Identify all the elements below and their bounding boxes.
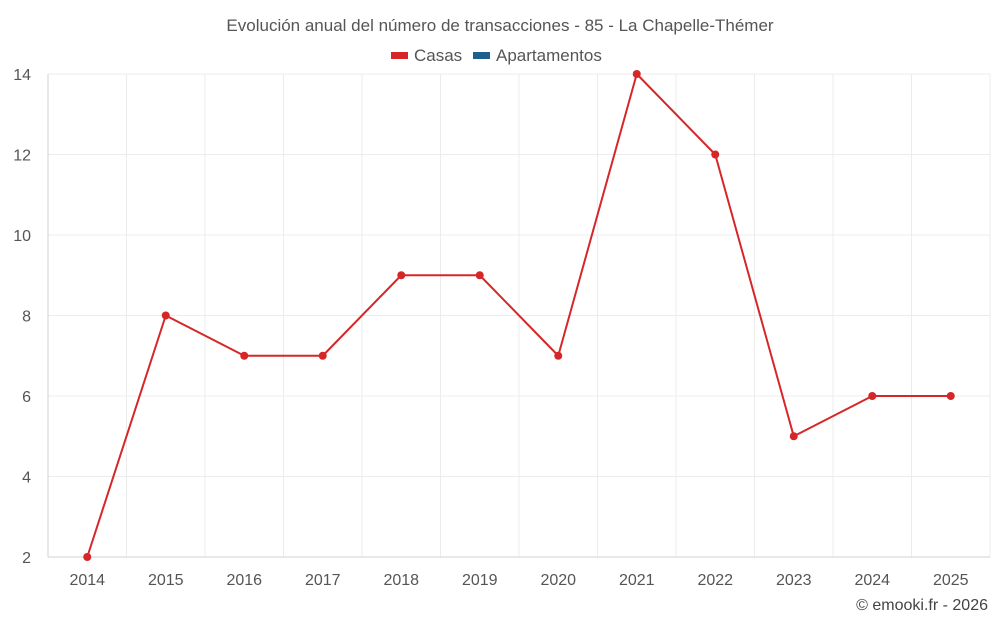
x-tick-label: 2021 (619, 572, 655, 589)
x-tick-label: 2015 (148, 572, 184, 589)
x-tick-label: 2025 (933, 572, 969, 589)
legend-label-casas[interactable]: Casas (414, 46, 462, 65)
y-tick-label: 8 (22, 309, 31, 326)
y-tick-label: 2 (22, 550, 31, 567)
data-point (318, 351, 327, 360)
x-tick-label: 2017 (305, 572, 341, 589)
data-point (789, 432, 798, 441)
y-tick-label: 10 (13, 228, 31, 245)
data-point (632, 70, 641, 78)
x-tick-label: 2023 (776, 572, 812, 589)
x-axis: 2014 2015 2016 2017 2018 2019 2020 2021 2022 2023… (69, 572, 968, 589)
y-tick-label: 14 (13, 67, 31, 84)
data-point (240, 351, 249, 360)
legend-swatch-apartamentos[interactable] (473, 52, 490, 59)
y-axis: 2 4 6 8 10 12 14 (13, 67, 31, 567)
data-point (868, 392, 877, 400)
x-tick-label: 2014 (69, 572, 105, 589)
legend-label-apartamentos[interactable]: Apartamentos (496, 46, 602, 65)
data-point (554, 351, 563, 360)
data-point (397, 271, 406, 280)
credit-text: © emooki.fr - 2026 (856, 597, 988, 614)
data-point (83, 553, 92, 561)
x-tick-label: 2018 (383, 572, 419, 589)
chart-title: Evolución anual del número de transaccio… (226, 16, 773, 35)
series-line-casas (86, 73, 951, 558)
legend-swatch-casas[interactable] (391, 52, 408, 59)
y-tick-label: 6 (22, 389, 31, 406)
data-point (475, 271, 484, 280)
x-tick-label: 2019 (462, 572, 498, 589)
x-tick-label: 2016 (226, 572, 262, 589)
data-point (711, 150, 720, 159)
x-tick-label: 2022 (697, 572, 733, 589)
x-tick-label: 2024 (854, 572, 890, 589)
y-tick-label: 12 (13, 148, 31, 165)
y-tick-label: 4 (22, 470, 31, 487)
data-point (161, 311, 170, 320)
legend: Casas Apartamentos (391, 46, 602, 65)
series-layer (83, 70, 955, 561)
x-tick-label: 2020 (540, 572, 576, 589)
data-point (946, 392, 955, 400)
